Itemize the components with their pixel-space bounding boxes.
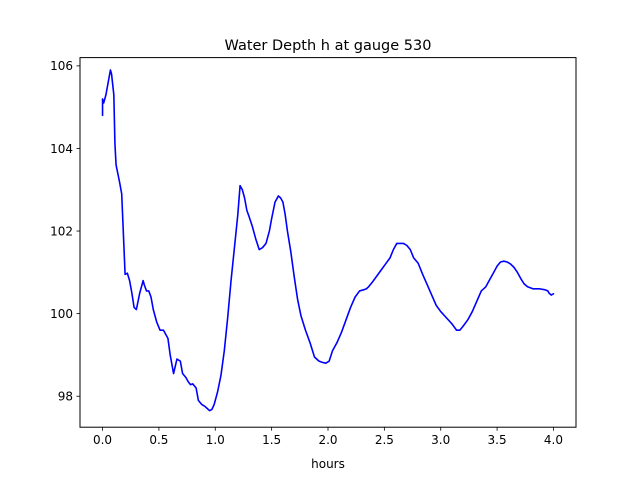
x-tick-label: 2.0 xyxy=(318,433,337,447)
series-line xyxy=(101,69,555,412)
x-tick-label: 2.5 xyxy=(375,433,394,447)
y-tick-label: 106 xyxy=(50,59,73,73)
x-tick-label: 1.5 xyxy=(262,433,281,447)
chart-title: Water Depth h at gauge 530 xyxy=(225,38,432,54)
x-axis-label: hours xyxy=(311,457,345,471)
y-tick-label: 98 xyxy=(58,390,73,404)
axis-ticks: 0.0 0.5 1.0 1.5 2.0 2.5 3.0 3.5 4.0 98 100 102 104 10… xyxy=(50,59,563,447)
y-tick-label: 102 xyxy=(50,224,73,238)
x-tick-label: 0.5 xyxy=(149,433,168,447)
plot-area xyxy=(101,69,555,412)
axes-frame xyxy=(79,57,577,428)
x-tick-label: 3.5 xyxy=(488,433,507,447)
y-tick-label: 104 xyxy=(50,142,73,156)
x-tick-label: 4.0 xyxy=(544,433,563,447)
x-tick-label: 0.0 xyxy=(93,433,112,447)
x-tick-label: 3.0 xyxy=(431,433,450,447)
y-tick-label: 100 xyxy=(50,307,73,321)
x-tick-label: 1.0 xyxy=(206,433,225,447)
